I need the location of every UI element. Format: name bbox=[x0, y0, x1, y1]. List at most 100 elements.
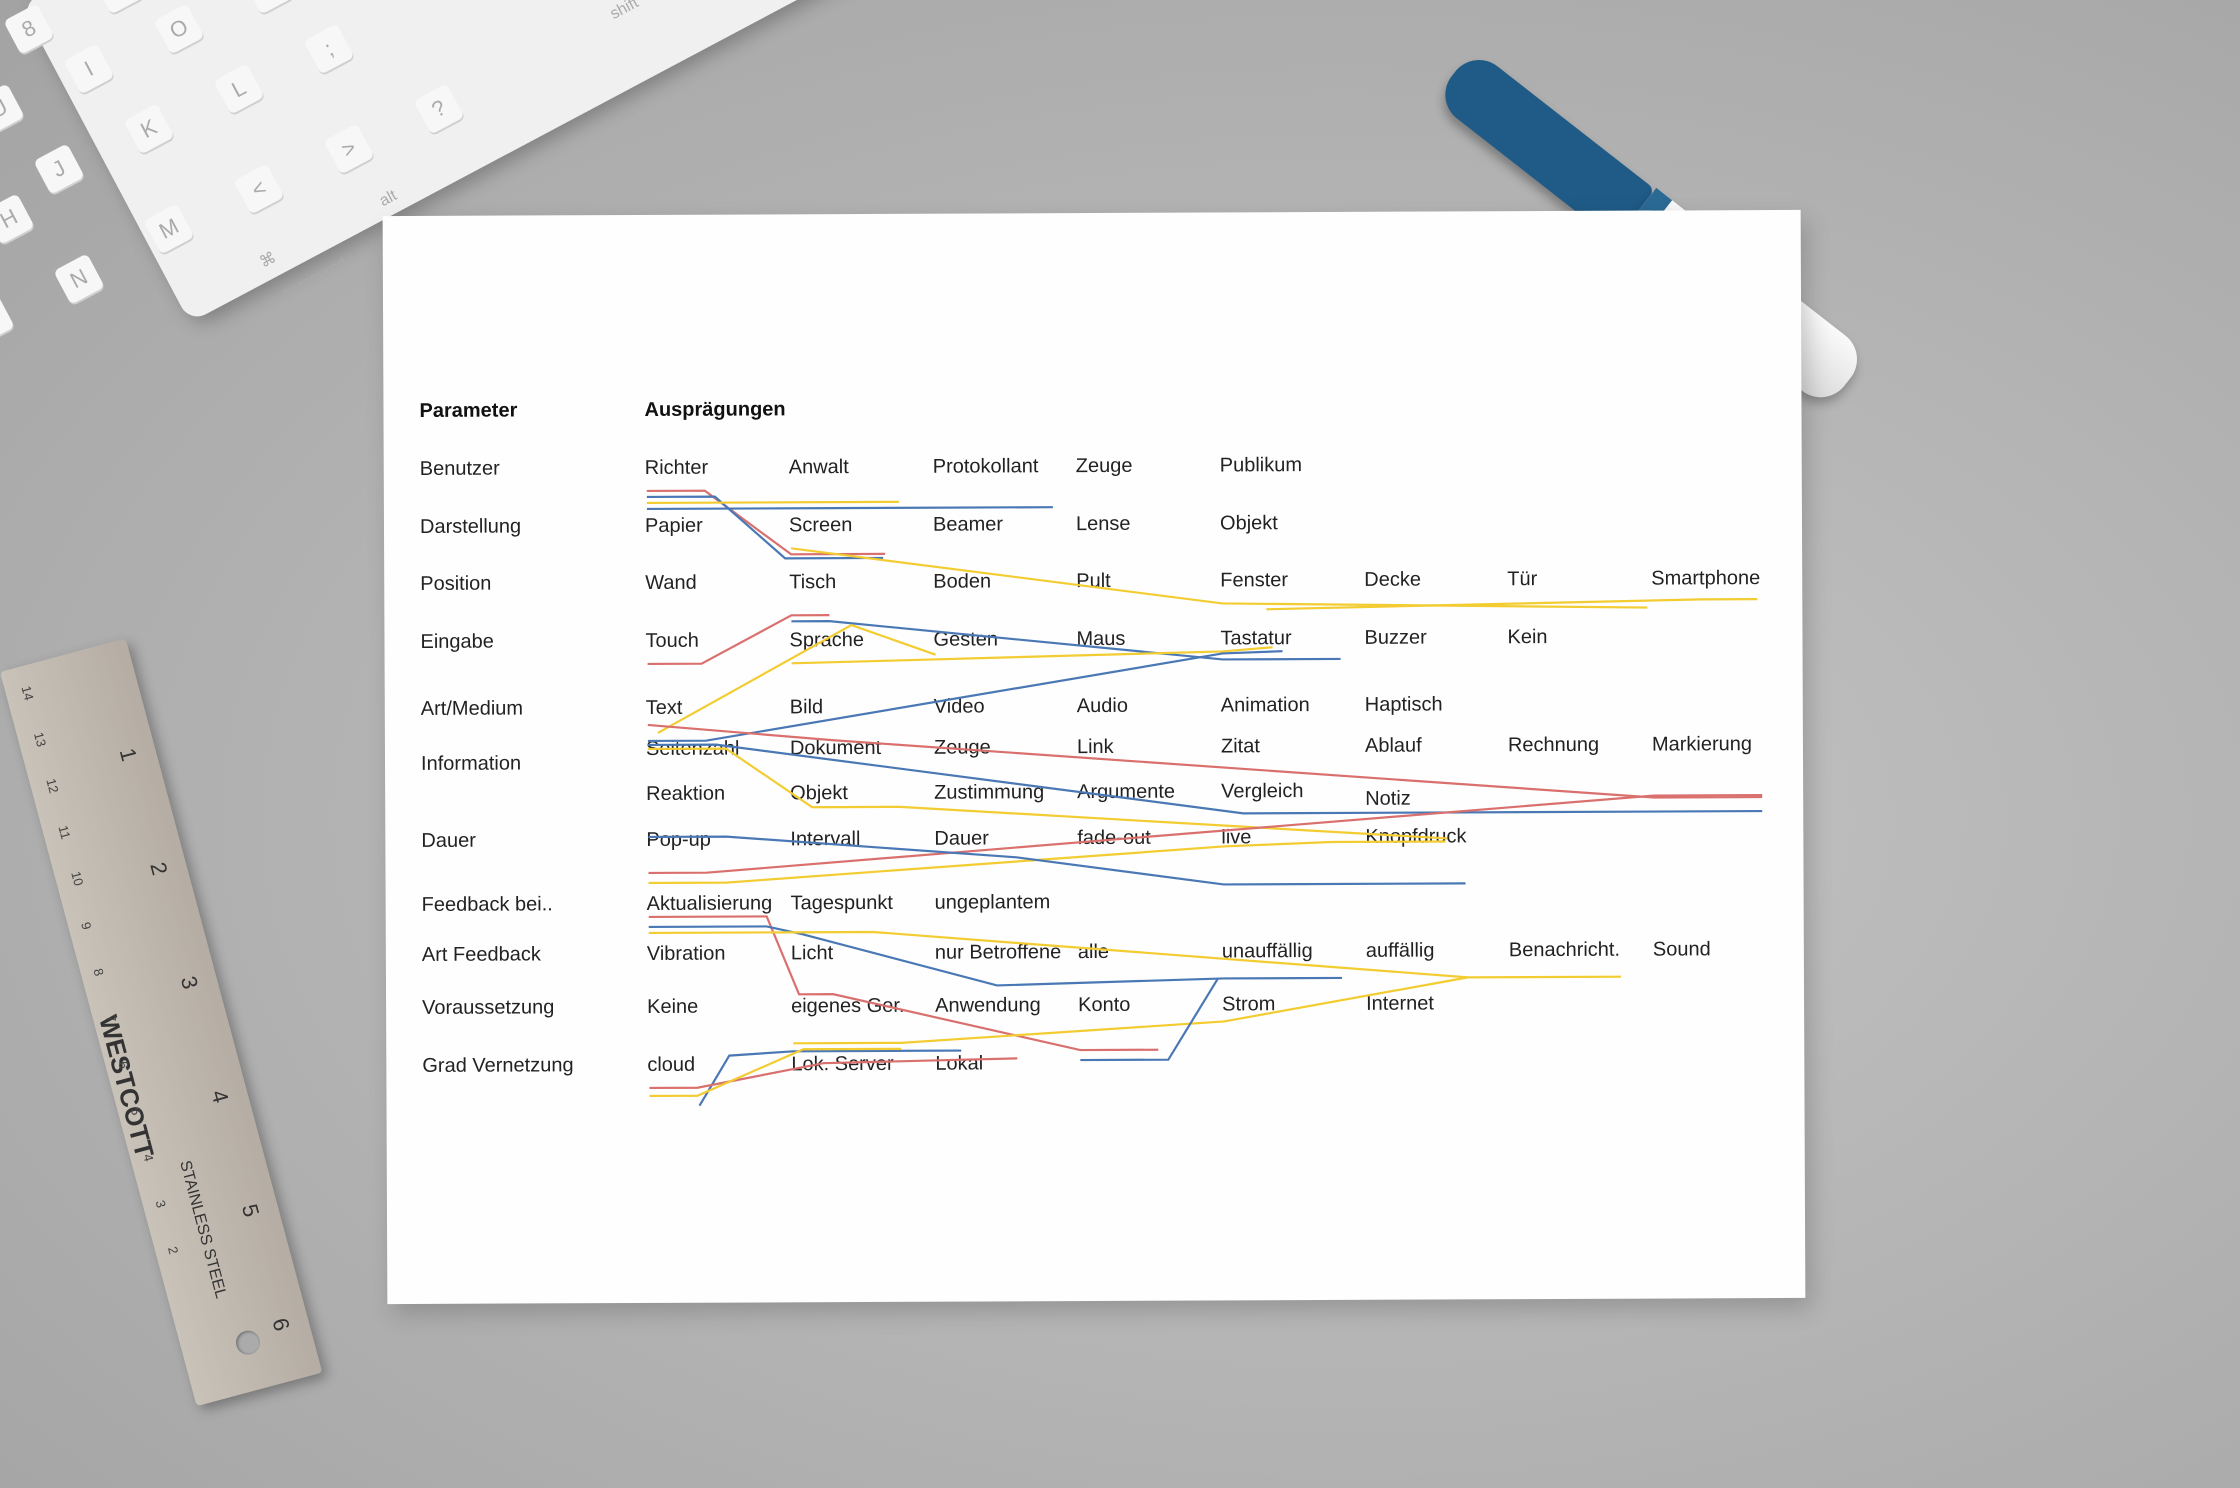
ruler-cm-label: 12 bbox=[43, 776, 62, 795]
option-cell: Internet bbox=[1366, 992, 1434, 1015]
option-cell: Anwendung bbox=[935, 994, 1041, 1017]
option-cell: Gesten bbox=[933, 628, 999, 651]
option-cell: Reaktion bbox=[646, 782, 726, 805]
option-cell: auffällig bbox=[1365, 939, 1435, 962]
param-label: Dauer bbox=[421, 829, 476, 852]
option-cell: Kein bbox=[1507, 626, 1548, 649]
option-cell: Vibration bbox=[646, 942, 726, 965]
option-cell: Seitenzahl bbox=[645, 737, 740, 760]
path-segment bbox=[1080, 977, 1219, 1062]
param-label: Art/Medium bbox=[420, 697, 524, 720]
option-cell: Animation bbox=[1220, 694, 1310, 717]
option-cell: Link bbox=[1076, 735, 1114, 759]
option-cell: Notiz bbox=[1365, 787, 1411, 810]
option-cell: Licht bbox=[790, 942, 834, 965]
option-cell: fade-out bbox=[1077, 826, 1151, 850]
option-cell: Sprache bbox=[789, 629, 865, 652]
option-cell: unauffällig bbox=[1221, 940, 1313, 963]
parameter-rows: Benutzer Richter Anwalt Protokollant Zeuge Pu… bbox=[383, 210, 1801, 1077]
option-cell: Aktualisierung bbox=[646, 892, 773, 915]
path-segment bbox=[647, 747, 1448, 840]
ruler-cm-label: 10 bbox=[68, 869, 87, 888]
param-label: Grad Vernetzung bbox=[422, 1054, 574, 1077]
keyboard-key: U bbox=[0, 83, 25, 135]
option-cell: Sound bbox=[1652, 938, 1711, 961]
param-label: Darstellung bbox=[419, 515, 522, 538]
option-cell: nur Betroffene bbox=[934, 941, 1062, 964]
path-segment bbox=[648, 840, 1446, 885]
option-cell: Text bbox=[645, 696, 683, 719]
option-cell: Fenster bbox=[1220, 569, 1289, 592]
option-cell: Papier bbox=[644, 514, 703, 537]
option-cell: Bild bbox=[789, 696, 824, 719]
option-cell: Lokal bbox=[935, 1052, 984, 1075]
option-cell: Audio bbox=[1076, 694, 1128, 718]
option-cell: Dokument bbox=[789, 736, 882, 760]
keyboard-key: B bbox=[0, 293, 15, 345]
option-cell: Tagespunkt bbox=[790, 891, 893, 915]
param-label: Feedback bei.. bbox=[421, 893, 553, 916]
ruler-cm-label: 13 bbox=[30, 730, 50, 749]
ruler-inch-label: 6 bbox=[267, 1315, 295, 1334]
keyboard-key: H bbox=[0, 193, 35, 245]
option-cell: eigenes Ger. bbox=[791, 994, 905, 1018]
option-cell: Publikum bbox=[1219, 454, 1303, 477]
path-segment bbox=[646, 500, 899, 505]
ruler-cm-label: 2 bbox=[165, 1244, 182, 1256]
path-segment bbox=[1266, 598, 1758, 611]
option-cell: Tisch bbox=[789, 571, 837, 594]
ruler-material: STAINLESS STEEL bbox=[176, 1158, 230, 1301]
option-cell: Konto bbox=[1078, 993, 1131, 1017]
option-cell: Keine bbox=[647, 995, 699, 1018]
option-cell: Ablauf bbox=[1364, 734, 1422, 757]
option-cell: Zitat bbox=[1220, 735, 1260, 758]
option-cell: Markierung bbox=[1651, 733, 1753, 756]
ruler-brand: WESTCOTT bbox=[93, 1011, 160, 1161]
option-cell: Zeuge bbox=[1075, 454, 1133, 478]
param-label: Eingabe bbox=[420, 630, 494, 653]
param-label: Position bbox=[420, 572, 492, 595]
ruler-cm-label: 9 bbox=[78, 920, 95, 932]
param-label: Art Feedback bbox=[421, 943, 541, 966]
option-cell: Buzzer bbox=[1364, 626, 1427, 649]
morphological-box-sheet: Parameter Ausprägungen Benutzer Richter An… bbox=[382, 209, 1806, 1305]
option-cell: live bbox=[1221, 826, 1252, 849]
param-label: Voraussetzung bbox=[422, 996, 555, 1019]
ruler-inch-label: 4 bbox=[206, 1087, 234, 1106]
option-cell: Maus bbox=[1076, 627, 1126, 651]
ruler-inch-label: 5 bbox=[236, 1201, 265, 1220]
ruler-inch-label: 3 bbox=[175, 973, 204, 992]
option-cell: Lense bbox=[1075, 512, 1131, 536]
param-label: Benutzer bbox=[419, 457, 500, 480]
ruler-inch-label: 2 bbox=[145, 859, 173, 878]
option-cell: Rechnung bbox=[1507, 733, 1600, 757]
option-cell: Objekt bbox=[790, 782, 849, 805]
option-cell: Argumente bbox=[1077, 780, 1176, 804]
option-cell: Tür bbox=[1507, 568, 1538, 591]
path-segment bbox=[648, 915, 1159, 1052]
option-cell: Tastatur bbox=[1220, 627, 1292, 650]
option-cell: Boden bbox=[933, 570, 992, 593]
option-cell: Benachricht. bbox=[1508, 938, 1621, 962]
ruler-cm-label: 8 bbox=[90, 966, 107, 978]
option-cell: Vergleich bbox=[1221, 780, 1304, 803]
keyboard-key: J bbox=[33, 143, 85, 195]
option-cell: Pult bbox=[1076, 569, 1111, 593]
option-cell: Wand bbox=[645, 571, 697, 594]
option-cell: Intervall bbox=[790, 828, 861, 851]
ruler-cm-label: 14 bbox=[18, 684, 37, 702]
option-cell: Strom bbox=[1222, 993, 1276, 1016]
path-segment bbox=[646, 506, 1053, 511]
header-parameter: Parameter bbox=[419, 399, 518, 422]
ruler-ticks: 1 2 3 4 5 6 14 13 12 11 10 9 8 7 6 5 4 3 2 bbox=[0, 638, 295, 1333]
option-cell: Anwalt bbox=[788, 456, 849, 479]
param-label: Information bbox=[420, 752, 522, 775]
header-values: Ausprägungen bbox=[644, 398, 786, 421]
option-cell: Richter bbox=[644, 456, 709, 479]
option-cell: ungeplantem bbox=[934, 891, 1051, 914]
ruler-cm-label: 3 bbox=[152, 1198, 169, 1210]
option-cell: Zeuge bbox=[933, 736, 991, 759]
option-cell: Decke bbox=[1364, 568, 1421, 591]
option-cell: Beamer bbox=[932, 513, 1004, 536]
